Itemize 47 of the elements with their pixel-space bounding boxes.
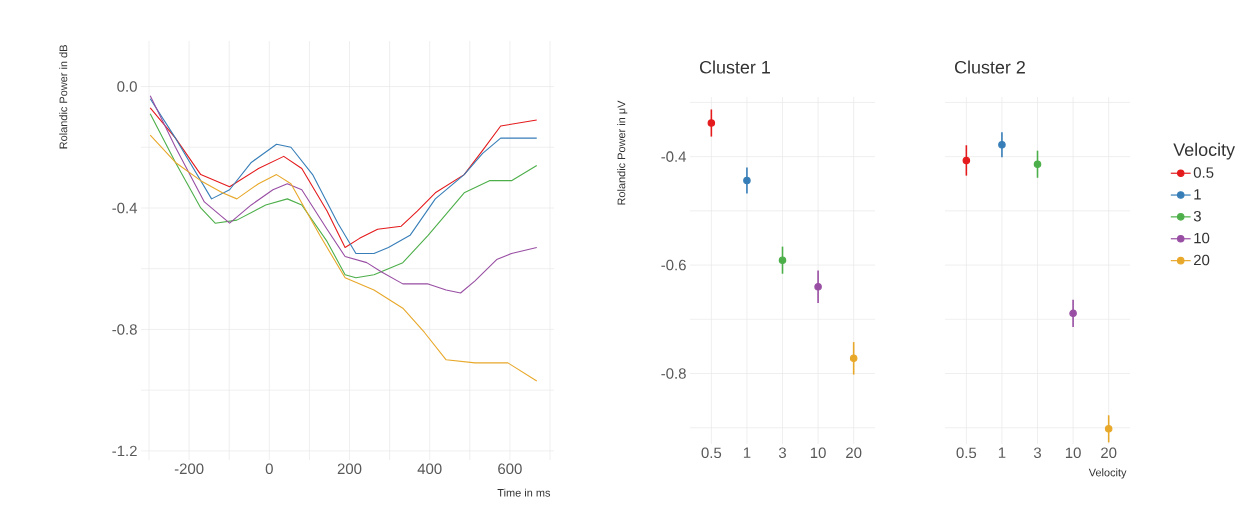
y-tick-label: -0.6	[661, 259, 686, 271]
point	[707, 119, 716, 127]
x-tick-label: 600	[498, 463, 522, 475]
y-tick-label: -0.4	[661, 151, 687, 162]
legend-label: 20	[1193, 254, 1210, 266]
point	[778, 256, 787, 264]
y-axis-title: Rolandic Power in μV	[617, 100, 628, 205]
legend-label: 3	[1193, 210, 1201, 222]
point	[998, 140, 1006, 149]
x-tick-label: 0	[265, 463, 273, 475]
y-tick-label: -0.8	[661, 368, 686, 379]
x-tick-label: -200	[174, 463, 204, 475]
line-series	[149, 113, 538, 279]
x-tick-label: 20	[1101, 447, 1117, 459]
x-tick-label: 10	[810, 447, 826, 459]
x-axis-title: Velocity	[1088, 468, 1127, 479]
line-series	[149, 134, 538, 382]
legend-title: Velocity	[1173, 142, 1235, 160]
point	[1033, 160, 1042, 169]
x-axis-title: Time in ms	[497, 488, 551, 497]
line-series	[149, 95, 538, 294]
x-tick-label: 200	[337, 463, 362, 475]
x-tick-label: 1	[998, 447, 1006, 458]
point	[849, 354, 858, 363]
x-tick-label: 3	[778, 447, 787, 459]
y-tick-label: -1.2	[112, 445, 137, 457]
point	[1069, 309, 1077, 318]
legend-label: 1	[1194, 189, 1201, 200]
point	[962, 156, 971, 165]
y-tick-label: -0.4	[112, 202, 138, 214]
x-tick-label: 3	[1033, 447, 1042, 459]
x-tick-label: 0.5	[956, 447, 977, 459]
y-axis-title: Rolandic Power in dB	[59, 45, 68, 149]
x-tick-label: 20	[846, 447, 862, 459]
chart-title: Cluster 1	[699, 60, 770, 74]
legend-label: 0.5	[1193, 167, 1214, 178]
y-tick-label: -0.8	[112, 324, 137, 335]
x-tick-label: 1	[743, 447, 751, 458]
point	[743, 176, 751, 185]
point	[814, 282, 822, 291]
x-tick-label: 400	[417, 463, 442, 475]
legend-label: 10	[1194, 232, 1210, 244]
point	[1104, 425, 1113, 433]
chart-title: Cluster 2	[954, 60, 1025, 74]
y-tick-label: 0.0	[117, 81, 137, 92]
x-tick-label: 0.5	[701, 447, 722, 459]
x-tick-label: 10	[1065, 447, 1081, 459]
